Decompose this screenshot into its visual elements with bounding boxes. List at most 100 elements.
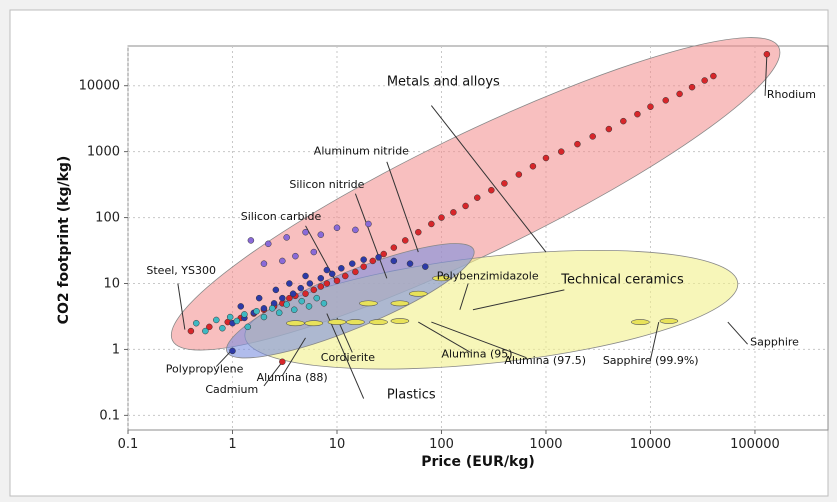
data-point <box>662 97 669 104</box>
ceramic-mark <box>286 320 305 327</box>
data-point <box>701 77 708 84</box>
callout-line <box>177 283 186 330</box>
data-point <box>298 297 305 305</box>
y-axis-label: CO2 footprint (kg/kg) <box>56 156 72 325</box>
data-point <box>289 290 297 297</box>
data-point <box>349 260 356 267</box>
data-point <box>302 228 309 236</box>
annotation-label: Sapphire (99.9%) <box>603 354 699 367</box>
annotation-label: Alumina (88) <box>257 371 328 384</box>
data-point <box>605 125 613 133</box>
data-point <box>260 305 268 312</box>
data-point <box>310 286 318 294</box>
annotation-label: Rhodium <box>767 88 816 101</box>
data-point <box>305 303 313 310</box>
y-tick-label: 0.1 <box>99 408 120 423</box>
data-point <box>268 305 276 312</box>
x-tick-label: 10000 <box>630 437 671 452</box>
data-point <box>302 290 309 297</box>
data-point <box>272 286 280 294</box>
data-point <box>763 50 771 58</box>
callout-line <box>431 321 527 359</box>
x-tick-label: 100000 <box>730 437 780 452</box>
data-point <box>450 209 457 216</box>
annotation-label: Silicon nitride <box>289 178 364 191</box>
data-point <box>557 148 565 155</box>
data-point <box>206 323 213 331</box>
family-region <box>170 37 781 351</box>
data-point <box>233 317 241 325</box>
y-tick-label: 100 <box>95 211 120 226</box>
data-point <box>226 313 234 321</box>
data-point <box>574 140 581 148</box>
data-point <box>241 311 248 318</box>
x-tick-label: 1 <box>228 437 236 452</box>
data-point <box>202 327 209 335</box>
x-tick-label: 10 <box>329 437 346 452</box>
data-point <box>275 309 283 317</box>
data-point <box>333 277 341 285</box>
ceramic-mark <box>659 318 679 324</box>
ceramic-mark <box>327 319 347 325</box>
annotation-label: Aluminum nitride <box>314 145 409 158</box>
x-tick-label: 100 <box>429 437 454 452</box>
data-point <box>317 283 325 290</box>
axis-ticks: 0.1 1 10 100 1000 10000 100000 0.1 1 10 100 1000 100… <box>79 79 780 452</box>
data-point <box>317 231 325 238</box>
data-point <box>247 237 255 244</box>
data-point <box>369 257 377 265</box>
callout-line <box>281 337 306 376</box>
annotation-label: Silicon carbide <box>241 210 322 223</box>
data-point <box>187 327 195 335</box>
x-axis-label: Price (EUR/kg) <box>421 454 535 470</box>
ceramic-mark <box>390 300 410 307</box>
data-point <box>260 260 268 267</box>
data-point <box>286 294 293 302</box>
data-point <box>229 347 236 355</box>
y-tick-label: 10 <box>103 277 120 292</box>
annotation-label: Polybenzimidazole <box>437 270 539 283</box>
data-point <box>688 83 696 91</box>
annotation-label: Sapphire <box>750 335 799 348</box>
data-point <box>317 275 325 282</box>
data-point <box>352 226 359 234</box>
ceramic-mark <box>359 300 378 307</box>
ceramic-mark <box>346 319 365 325</box>
data-point <box>390 244 398 251</box>
x-tick-label: 0.1 <box>118 437 139 452</box>
data-point <box>406 260 414 267</box>
data-point <box>710 72 717 80</box>
data-points <box>187 50 771 366</box>
data-point <box>415 228 422 236</box>
callout-line <box>418 321 471 353</box>
callout-line <box>727 321 748 345</box>
data-point <box>323 266 331 274</box>
ceramic-mark <box>631 319 650 325</box>
data-point <box>589 133 596 140</box>
data-point <box>352 268 359 276</box>
data-point <box>255 294 263 302</box>
data-point <box>401 237 409 244</box>
annotation-label: Alumina (97.5) <box>504 354 586 367</box>
annotation-label: Plastics <box>387 388 436 403</box>
data-point <box>438 214 445 221</box>
data-point <box>428 220 435 228</box>
data-point <box>323 280 331 287</box>
ceramic-mark <box>304 320 324 327</box>
callout-line <box>354 193 388 279</box>
ceramic-mark <box>432 275 451 282</box>
data-point <box>310 248 318 256</box>
data-point <box>193 319 200 327</box>
data-point <box>365 220 372 228</box>
data-point <box>380 250 387 258</box>
callout-line <box>472 289 565 311</box>
callout-line <box>764 54 768 96</box>
annotation-label: Polypropylene <box>166 362 244 375</box>
callout-line <box>649 321 660 360</box>
data-point <box>265 240 272 248</box>
x-tick-label: 1000 <box>529 437 562 452</box>
data-point <box>313 294 320 302</box>
data-point <box>620 117 627 125</box>
data-point <box>333 224 341 232</box>
data-point <box>279 358 286 366</box>
